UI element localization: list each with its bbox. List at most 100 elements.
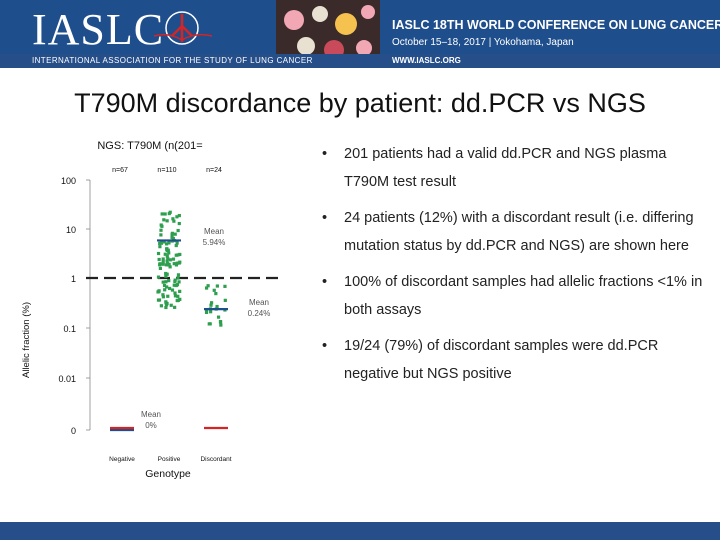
data-point — [159, 304, 163, 308]
data-point — [156, 275, 161, 279]
data-point — [159, 241, 163, 245]
data-point — [178, 260, 182, 264]
data-point — [174, 253, 178, 257]
data-point — [165, 254, 169, 258]
data-point — [161, 262, 165, 266]
bullet-item: • 24 patients (12%) with a discordant re… — [322, 204, 704, 260]
y-tick-label: 0.01 — [58, 374, 76, 384]
data-point — [173, 305, 177, 309]
data-point — [176, 273, 181, 277]
y-axis-label: Allelic fraction (%) — [21, 302, 32, 378]
data-point — [175, 261, 179, 265]
data-point — [167, 211, 171, 216]
data-point — [164, 274, 168, 278]
mean-label: Mean 0% — [141, 410, 161, 430]
data-point — [168, 258, 172, 262]
data-point — [164, 301, 168, 305]
data-point — [172, 262, 176, 266]
data-point — [166, 257, 170, 261]
data-point — [174, 243, 178, 248]
data-point — [167, 279, 171, 283]
data-point — [212, 288, 216, 292]
data-point — [176, 228, 180, 233]
mean-label: Mean 5.94% — [203, 227, 226, 247]
data-point — [173, 232, 177, 236]
data-point — [170, 232, 174, 237]
bullet-item: • 100% of discordant samples had allelic… — [322, 268, 704, 324]
data-point — [214, 291, 218, 296]
data-point — [172, 219, 176, 223]
data-point — [166, 248, 170, 252]
data-point — [161, 280, 165, 284]
data-point — [177, 221, 181, 226]
conference-dates: October 15–18, 2017 | Yokohama, Japan — [392, 37, 574, 48]
bullet-marker: • — [322, 210, 328, 226]
group-count-label: n=110 — [157, 167, 176, 174]
data-point — [168, 286, 172, 291]
y-tick-label: 10 — [66, 225, 76, 235]
bullet-text: 24 patients (12%) with a discordant resu… — [344, 210, 694, 254]
data-point — [156, 251, 161, 256]
data-point — [165, 272, 169, 276]
data-point — [173, 291, 177, 295]
bullet-item: • 19/24 (79%) of discordant samples were… — [322, 332, 704, 388]
bullet-item: • 201 patients had a valid dd.PCR and NG… — [322, 140, 704, 196]
data-point — [158, 245, 162, 249]
association-name: INTERNATIONAL ASSOCIATION FOR THE STUDY … — [32, 56, 313, 65]
data-point — [219, 323, 223, 327]
data-point — [173, 294, 178, 298]
data-point — [176, 253, 180, 257]
website-link[interactable]: WWW.IASLC.ORG — [392, 56, 461, 65]
data-point — [170, 288, 175, 292]
data-point — [170, 235, 174, 240]
data-point — [160, 212, 164, 216]
association-band — [0, 54, 720, 68]
bullet-marker: • — [322, 274, 328, 290]
chart-title: NGS: T790M (n(201= — [97, 140, 202, 152]
slide-title: T790M discordance by patient: dd.PCR vs … — [74, 88, 646, 118]
data-point — [165, 242, 169, 246]
data-point — [223, 284, 227, 288]
data-point — [157, 257, 161, 262]
data-point — [162, 218, 166, 222]
x-tick-label: Discordant — [200, 456, 231, 463]
data-point — [178, 289, 182, 293]
data-point — [165, 219, 169, 223]
data-point — [204, 310, 209, 315]
data-point — [157, 298, 162, 302]
x-axis-label: Genotype — [145, 468, 191, 480]
data-point — [208, 322, 212, 326]
data-point — [173, 279, 177, 284]
group-count-label: n=67 — [112, 167, 128, 174]
y-tick-label: 0 — [71, 426, 76, 436]
data-point — [206, 284, 210, 288]
data-point — [176, 294, 180, 298]
data-point — [177, 280, 181, 284]
data-point — [215, 284, 219, 288]
y-tick-label: 0.1 — [63, 324, 76, 334]
data-point — [159, 233, 163, 237]
data-point — [169, 303, 173, 307]
data-point — [168, 265, 172, 269]
iaslc-logo: IASLC — [32, 5, 165, 54]
bullet-list: • 201 patients had a valid dd.PCR and NG… — [322, 140, 704, 396]
data-point — [175, 241, 179, 245]
data-point — [174, 263, 179, 267]
data-point — [171, 217, 175, 221]
data-point — [165, 259, 169, 263]
data-point — [163, 252, 167, 256]
data-point — [176, 276, 180, 280]
data-point — [164, 280, 168, 284]
data-point — [215, 304, 219, 309]
data-point — [162, 240, 166, 244]
group-count-label: n=24 — [206, 167, 222, 174]
data-point — [209, 310, 213, 314]
data-point — [163, 212, 167, 216]
conference-title: IASLC 18TH WORLD CONFERENCE ON LUNG CANC… — [392, 18, 720, 32]
data-point — [209, 303, 213, 307]
data-point — [158, 241, 162, 245]
bullet-text: 100% of discordant samples had allelic f… — [344, 274, 703, 318]
data-point — [159, 228, 163, 232]
x-tick-label: Negative — [109, 456, 135, 463]
data-point — [178, 297, 182, 301]
